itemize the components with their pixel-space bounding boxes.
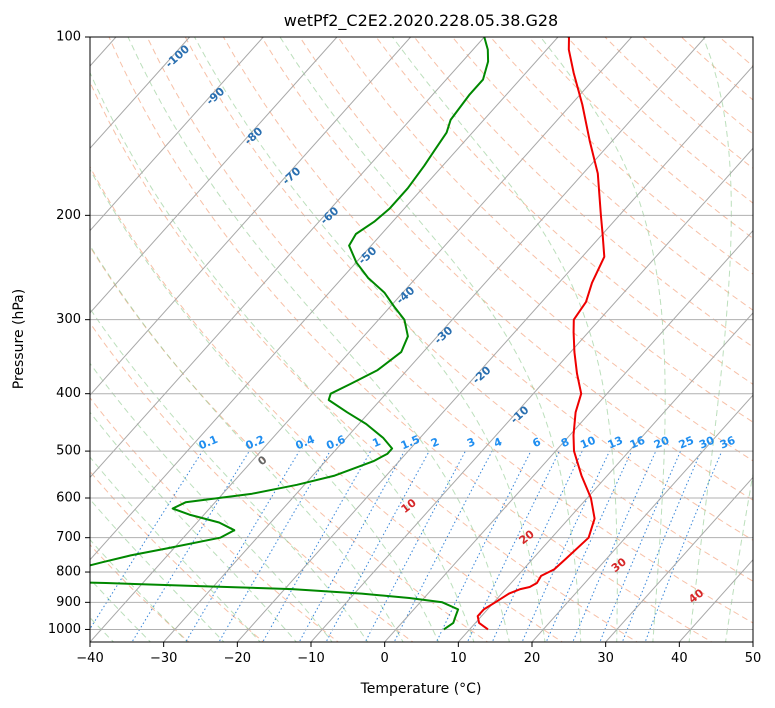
mixing-ratio-line — [466, 450, 560, 642]
mixing-ratio-label: 25 — [677, 434, 696, 452]
moist-adiabat-line — [90, 244, 404, 642]
y-tick-label: 1000 — [48, 622, 81, 637]
isotherm-line — [384, 229, 753, 642]
x-tick-label: −20 — [224, 651, 251, 666]
x-tick-label: 50 — [745, 651, 762, 666]
y-axis-label: Pressure (hPa) — [11, 289, 27, 389]
mixing-ratio-line — [491, 450, 583, 642]
chart-title: wetPf2_C2E2.2020.228.05.38.G28 — [284, 11, 558, 31]
x-axis: −40 −30 −20 −10 0 10 20 30 40 50 — [76, 642, 761, 666]
isotherm-line — [90, 37, 412, 396]
isotherm-line — [90, 37, 559, 561]
mixing-ratio-label: 30 — [697, 434, 716, 452]
mixing-ratio-line — [90, 450, 203, 630]
x-tick-label: 0 — [381, 651, 389, 666]
isotherm-line — [90, 37, 338, 314]
isobar-grid — [90, 37, 753, 630]
moist-adiabat-line — [90, 168, 440, 642]
isotherm-grid — [90, 37, 753, 642]
mixing-ratio-label: 13 — [606, 434, 625, 452]
isotherm-line — [605, 476, 753, 642]
y-tick-label: 300 — [56, 312, 81, 327]
dry-adiabat-line — [413, 37, 753, 348]
x-tick-label: 30 — [597, 651, 614, 666]
isotherm-line — [163, 37, 706, 642]
y-tick-label: 200 — [56, 208, 81, 223]
moist-adiabat-line — [90, 411, 297, 642]
x-axis-label: Temperature (°C) — [360, 681, 482, 697]
isotherm-line — [90, 37, 485, 479]
dry-adiabat-line — [90, 322, 414, 642]
moist-adiabat-line — [90, 456, 261, 642]
isotherm-line — [90, 37, 264, 232]
dry-adiabat-line — [261, 37, 753, 501]
data-series — [90, 37, 606, 631]
y-tick-label: 700 — [56, 530, 81, 545]
mixing-ratio-label: 20 — [652, 434, 671, 452]
temperature-profile — [476, 37, 606, 631]
dry-adiabat-line — [90, 81, 638, 642]
y-tick-label: 100 — [56, 30, 81, 45]
dry-adiabat-line — [337, 37, 753, 423]
mixing-ratio-line — [218, 450, 331, 642]
plot-frame — [89, 36, 754, 643]
y-tick-label: 400 — [56, 386, 81, 401]
x-tick-label: 10 — [450, 651, 467, 666]
mixing-ratio-lines — [90, 450, 723, 642]
y-axis: 100 200 300 400 500 600 700 800 900 1000 — [48, 30, 90, 637]
isotherm-line — [90, 37, 633, 642]
mixing-ratio-line — [599, 450, 681, 642]
isotherm-line — [310, 147, 753, 642]
isotherm-line — [90, 37, 191, 150]
x-tick-label: −30 — [150, 651, 177, 666]
y-tick-label: 900 — [56, 595, 81, 610]
dry-adiabat-line — [90, 396, 340, 642]
dry-adiabat-line — [222, 37, 753, 541]
plot-area: -100-90-80-70-60-50-40-30-20-100.1 0.2 0.4… — [90, 37, 753, 642]
dewpoint-profile — [90, 37, 490, 631]
dry-adiabat-line — [375, 37, 753, 385]
mixing-ratio-line — [131, 450, 250, 642]
dry-adiabat-line — [299, 37, 753, 462]
y-tick-label: 600 — [56, 491, 81, 506]
mixing-ratio-line — [621, 450, 702, 642]
x-tick-label: 40 — [671, 651, 688, 666]
x-tick-label: −40 — [76, 651, 103, 666]
y-tick-label: 800 — [56, 565, 81, 580]
x-tick-label: 20 — [524, 651, 541, 666]
mixing-ratio-line — [325, 450, 430, 642]
isotherm-line — [531, 394, 753, 642]
mixing-ratio-label: 10 — [578, 434, 597, 452]
mixing-ratio-label: 16 — [628, 434, 647, 452]
mixing-ratio-line — [393, 450, 493, 642]
dry-adiabat-line — [184, 37, 753, 582]
mixing-ratio-label: 36 — [718, 434, 737, 452]
y-tick-label: 500 — [56, 444, 81, 459]
isotherm-line — [236, 65, 753, 642]
isotherm-line — [457, 312, 753, 642]
x-tick-label: −10 — [297, 651, 324, 666]
